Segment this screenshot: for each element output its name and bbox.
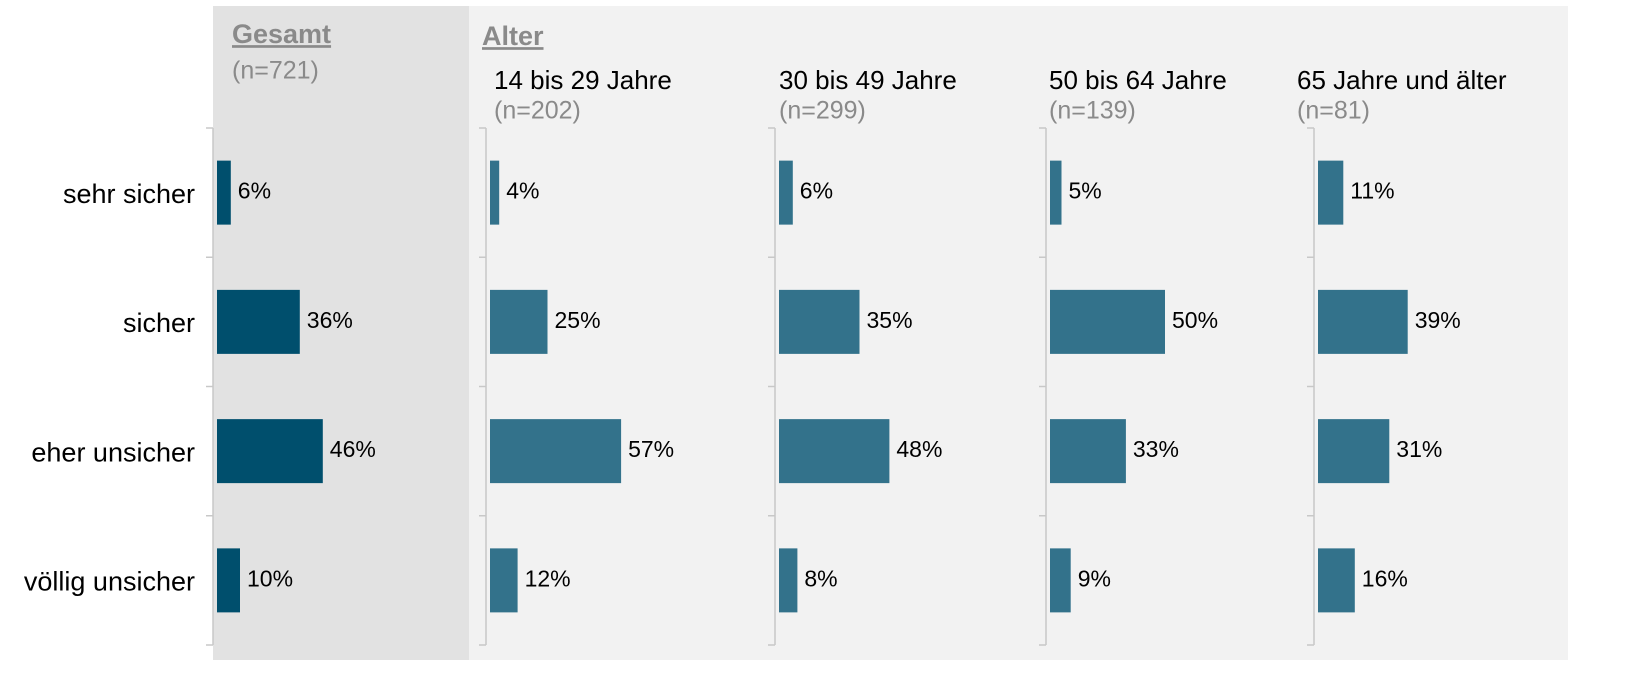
panel-subtitle: (n=81) <box>1297 97 1370 125</box>
panel-title: 50 bis 64 Jahre <box>1049 65 1227 95</box>
value-label: 10% <box>247 565 293 591</box>
bar <box>1318 548 1355 613</box>
bar <box>490 160 500 225</box>
value-label: 31% <box>1396 436 1442 462</box>
group-title: Alter <box>482 21 544 51</box>
panel-title: 30 bis 49 Jahre <box>779 65 957 95</box>
bar <box>490 548 518 613</box>
category-label: sicher <box>123 308 195 338</box>
value-label: 50% <box>1172 307 1218 333</box>
panel-subtitle: (n=139) <box>1049 97 1136 125</box>
category-label: sehr sicher <box>63 179 195 209</box>
bar <box>1050 160 1062 225</box>
panel-subtitle: (n=299) <box>779 97 866 125</box>
bar <box>217 289 300 354</box>
panel-subtitle: (n=721) <box>232 57 319 85</box>
panel-title: 14 bis 29 Jahre <box>494 65 672 95</box>
value-label: 6% <box>800 178 833 204</box>
category-label: völlig unsicher <box>24 567 195 597</box>
bar <box>779 548 798 613</box>
value-label: 11% <box>1350 178 1394 204</box>
bar <box>779 160 793 225</box>
bar <box>217 160 231 225</box>
value-label: 48% <box>896 436 942 462</box>
bar <box>490 419 622 484</box>
bar <box>490 289 548 354</box>
value-label: 8% <box>804 565 837 591</box>
bar <box>1050 419 1126 484</box>
bar <box>217 548 240 613</box>
bar <box>1050 548 1071 613</box>
panel-subtitle: (n=202) <box>494 97 581 125</box>
bar <box>1050 289 1165 354</box>
value-label: 5% <box>1069 178 1102 204</box>
value-label: 46% <box>330 436 376 462</box>
panel-title: 65 Jahre und älter <box>1297 65 1507 95</box>
bar <box>1318 289 1408 354</box>
value-label: 4% <box>506 178 539 204</box>
bar <box>217 419 323 484</box>
value-label: 36% <box>307 307 353 333</box>
value-label: 57% <box>628 436 674 462</box>
value-label: 16% <box>1362 565 1408 591</box>
bar <box>779 419 890 484</box>
value-label: 12% <box>525 565 571 591</box>
value-label: 6% <box>238 178 271 204</box>
value-label: 33% <box>1133 436 1179 462</box>
bar <box>1318 160 1344 225</box>
value-label: 35% <box>867 307 913 333</box>
value-label: 9% <box>1078 565 1111 591</box>
panel-title: Gesamt <box>232 19 331 49</box>
bar <box>1318 419 1390 484</box>
value-label: 25% <box>555 307 601 333</box>
bar <box>779 289 860 354</box>
category-label: eher unsicher <box>31 437 195 467</box>
value-label: 39% <box>1415 307 1461 333</box>
